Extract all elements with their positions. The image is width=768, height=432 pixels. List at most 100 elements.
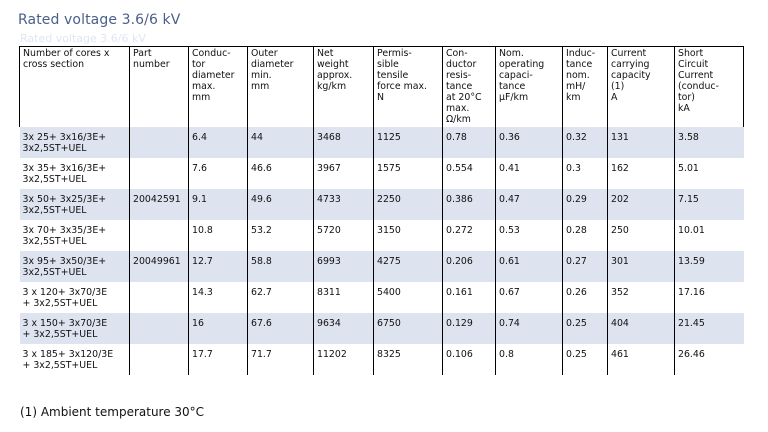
cell-tensile-force: 8325 [373,344,443,375]
cell-current-capacity: 352 [607,282,675,313]
table-header: Number of cores x cross section Part num… [19,46,744,127]
cell-cores-cross-section: 3x 70+ 3x35/3E+ 3x2,5ST+UEL [19,220,130,251]
cell-operating-capacitance: 0.61 [495,251,563,282]
cell-net-weight: 8311 [313,282,374,313]
cell-part-number: 20049961 [129,251,189,282]
cell-outer-diameter: 58.8 [247,251,314,282]
cell-conductor-resistance: 0.554 [442,158,496,189]
cell-inductance: 0.28 [562,220,608,251]
cell-inductance: 0.3 [562,158,608,189]
page-title: Rated voltage 3.6/6 kV [18,12,181,28]
header-short-circuit-current: Short Circuit Current (conduc- tor) kA [674,46,744,127]
cable-spec-table: Number of cores x cross section Part num… [19,46,744,375]
cell-short-circuit-current: 21.45 [674,313,744,344]
cell-net-weight: 5720 [313,220,374,251]
cell-conductor-diameter: 9.1 [188,189,248,220]
cell-outer-diameter: 67.6 [247,313,314,344]
cell-outer-diameter: 53.2 [247,220,314,251]
cell-short-circuit-current: 3.58 [674,127,744,158]
cell-net-weight: 11202 [313,344,374,375]
cell-conductor-diameter: 10.8 [188,220,248,251]
cell-net-weight: 4733 [313,189,374,220]
cell-conductor-diameter: 7.6 [188,158,248,189]
cell-current-capacity: 131 [607,127,675,158]
cell-current-capacity: 461 [607,344,675,375]
cell-cores-cross-section: 3x 35+ 3x16/3E+ 3x2,5ST+UEL [19,158,130,189]
cell-short-circuit-current: 5.01 [674,158,744,189]
cell-short-circuit-current: 10.01 [674,220,744,251]
cell-tensile-force: 1575 [373,158,443,189]
cell-tensile-force: 5400 [373,282,443,313]
header-outer-diameter: Outer diameter min. mm [247,46,314,127]
cell-part-number [129,127,189,158]
cell-cores-cross-section: 3 x 150+ 3x70/3E + 3x2,5ST+UEL [19,313,130,344]
table-row: 3x 70+ 3x35/3E+ 3x2,5ST+UEL 10.8 53.2 5720 3… [19,220,744,251]
cell-conductor-resistance: 0.106 [442,344,496,375]
cell-part-number [129,344,189,375]
header-conductor-diameter: Conduc- tor diameter max. mm [188,46,248,127]
cell-current-capacity: 250 [607,220,675,251]
cell-conductor-diameter: 17.7 [188,344,248,375]
cell-short-circuit-current: 7.15 [674,189,744,220]
cell-current-capacity: 301 [607,251,675,282]
cell-conductor-diameter: 14.3 [188,282,248,313]
cell-operating-capacitance: 0.74 [495,313,563,344]
cell-current-capacity: 162 [607,158,675,189]
cell-part-number: 20042591 [129,189,189,220]
cell-current-capacity: 404 [607,313,675,344]
cell-tensile-force: 3150 [373,220,443,251]
cell-tensile-force: 4275 [373,251,443,282]
header-part-number: Part number [129,46,189,127]
cell-cores-cross-section: 3x 50+ 3x25/3E+ 3x2,5ST+UEL [19,189,130,220]
cell-inductance: 0.27 [562,251,608,282]
cell-cores-cross-section: 3 x 120+ 3x70/3E + 3x2,5ST+UEL [19,282,130,313]
table-row: 3x 95+ 3x50/3E+ 3x2,5ST+UEL 20049961 12.7 5… [19,251,744,282]
cell-conductor-diameter: 12.7 [188,251,248,282]
cell-outer-diameter: 44 [247,127,314,158]
cell-net-weight: 3468 [313,127,374,158]
cell-operating-capacitance: 0.53 [495,220,563,251]
header-current-capacity: Current carrying capacity (1) A [607,46,675,127]
cell-conductor-resistance: 0.161 [442,282,496,313]
footnote: (1) Ambient temperature 30°C [20,405,205,419]
cell-conductor-resistance: 0.78 [442,127,496,158]
table-row: 3x 25+ 3x16/3E+ 3x2,5ST+UEL 6.4 44 3468 1125… [19,127,744,158]
header-cores-cross-section: Number of cores x cross section [19,46,130,127]
table-row: 3 x 150+ 3x70/3E + 3x2,5ST+UEL 16 67.6 9634… [19,313,744,344]
cell-part-number [129,158,189,189]
cell-net-weight: 3967 [313,158,374,189]
table-row: 3x 35+ 3x16/3E+ 3x2,5ST+UEL 7.6 46.6 3967 15… [19,158,744,189]
cell-tensile-force: 2250 [373,189,443,220]
cell-part-number [129,220,189,251]
cell-inductance: 0.26 [562,282,608,313]
cell-outer-diameter: 49.6 [247,189,314,220]
cell-operating-capacitance: 0.47 [495,189,563,220]
cell-inductance: 0.25 [562,344,608,375]
header-tensile-force: Permis- sible tensile force max. N [373,46,443,127]
cell-tensile-force: 1125 [373,127,443,158]
table-row: 3 x 120+ 3x70/3E + 3x2,5ST+UEL 14.3 62.7 83… [19,282,744,313]
header-conductor-resistance: Con- ductor resis- tance at 20°C max. Ω/… [442,46,496,127]
table-row: 3 x 185+ 3x120/3E + 3x2,5ST+UEL 17.7 71.7 1… [19,344,744,375]
cell-outer-diameter: 46.6 [247,158,314,189]
cell-conductor-resistance: 0.206 [442,251,496,282]
cell-inductance: 0.25 [562,313,608,344]
cell-short-circuit-current: 26.46 [674,344,744,375]
page-title-ghost: Rated voltage 3.6/6 kV [20,32,146,45]
cell-conductor-diameter: 6.4 [188,127,248,158]
cell-operating-capacitance: 0.67 [495,282,563,313]
header-inductance: Induc- tance nom. mH/ km [562,46,608,127]
cell-inductance: 0.32 [562,127,608,158]
table-row: 3x 50+ 3x25/3E+ 3x2,5ST+UEL 20042591 9.1 49… [19,189,744,220]
cell-conductor-resistance: 0.386 [442,189,496,220]
cell-part-number [129,282,189,313]
cell-operating-capacitance: 0.36 [495,127,563,158]
cell-cores-cross-section: 3 x 185+ 3x120/3E + 3x2,5ST+UEL [19,344,130,375]
table-body: 3x 25+ 3x16/3E+ 3x2,5ST+UEL 6.4 44 3468 1125… [19,127,744,375]
cell-outer-diameter: 71.7 [247,344,314,375]
cell-operating-capacitance: 0.8 [495,344,563,375]
cell-inductance: 0.29 [562,189,608,220]
cell-conductor-resistance: 0.129 [442,313,496,344]
cell-cores-cross-section: 3x 95+ 3x50/3E+ 3x2,5ST+UEL [19,251,130,282]
header-net-weight: Net weight approx. kg/km [313,46,374,127]
